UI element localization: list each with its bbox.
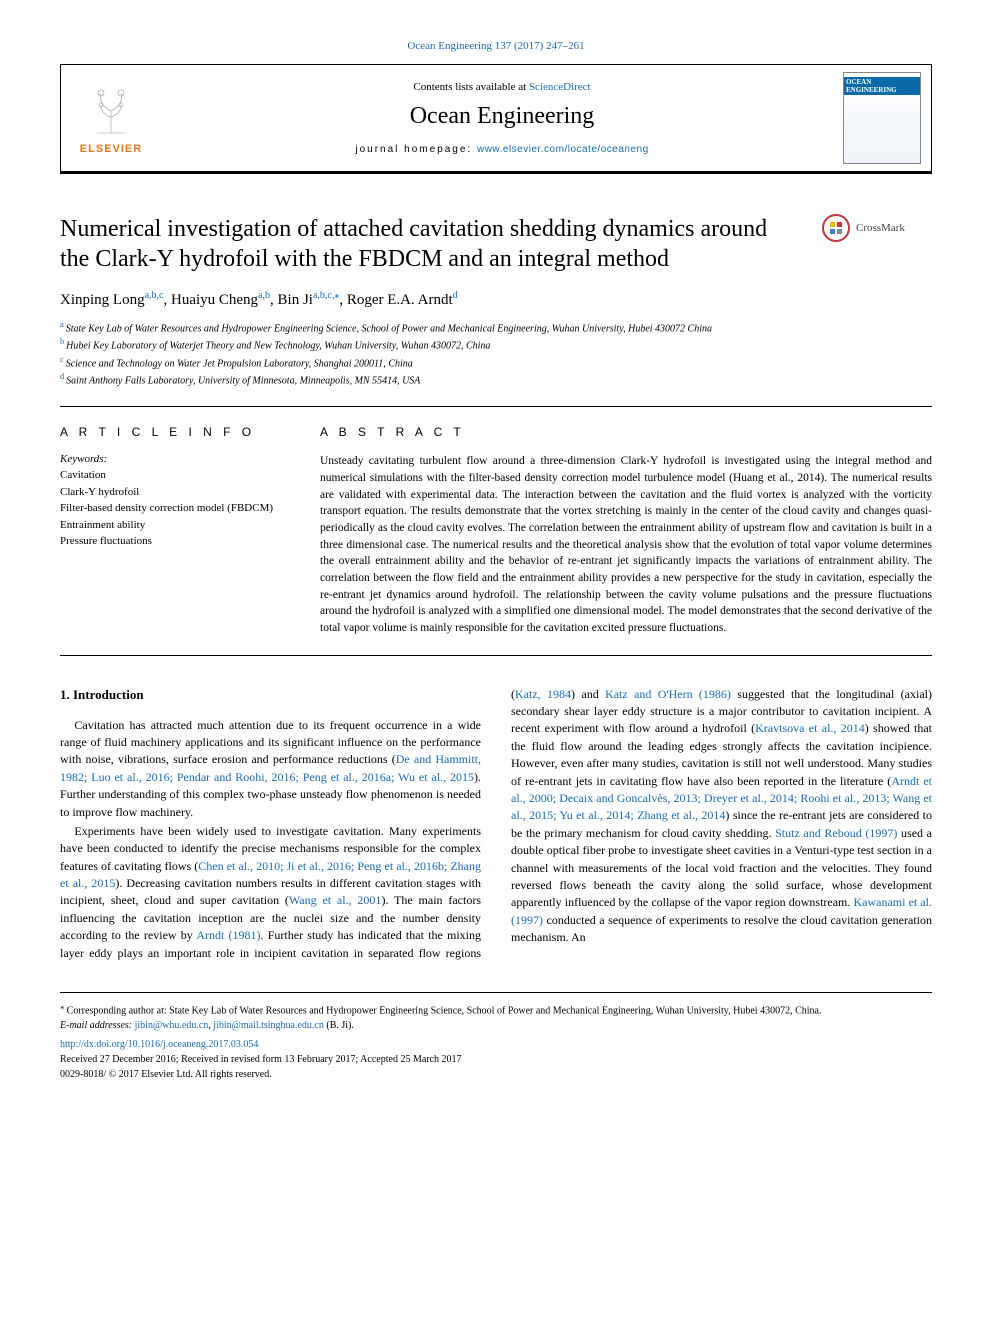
citation-link[interactable]: Katz and O'Hern (1986) (605, 687, 731, 701)
running-head: Ocean Engineering 137 (2017) 247–261 (60, 40, 932, 52)
homepage-label: journal homepage: (355, 144, 477, 155)
keyword: Clark-Y hydrofoil (60, 484, 280, 501)
author-3-affil: a,b,c,⁎ (313, 290, 339, 301)
body-text-span: ) and (571, 687, 605, 701)
copyright-line: 0029-8018/ © 2017 Elsevier Ltd. All righ… (60, 1067, 932, 1082)
affiliation-d: dSaint Anthony Falls Laboratory, Univers… (60, 371, 932, 388)
author-2-affil: a,b (258, 290, 270, 301)
keyword: Pressure fluctuations (60, 533, 280, 550)
sciencedirect-link[interactable]: ScienceDirect (529, 81, 591, 93)
corr-text: Corresponding author at: State Key Lab o… (64, 1005, 821, 1016)
article-title: Numerical investigation of attached cavi… (60, 214, 802, 274)
affil-sup: b (60, 337, 64, 346)
journal-homepage: journal homepage: www.elsevier.com/locat… (161, 144, 843, 155)
author-4-affil: d (453, 290, 458, 301)
journal-header: ELSEVIER Contents lists available at Sci… (60, 64, 932, 174)
article-info-column: A R T I C L E I N F O Keywords: Cavitati… (60, 407, 280, 636)
elsevier-tree-icon (81, 81, 141, 141)
corresponding-author-note: ⁎ Corresponding author at: State Key Lab… (60, 1001, 932, 1018)
affil-text: Saint Anthony Falls Laboratory, Universi… (66, 375, 420, 386)
affil-text: Science and Technology on Water Jet Prop… (66, 358, 413, 369)
keywords-label: Keywords: (60, 453, 280, 465)
journal-cover-thumbnail: OCEAN ENGINEERING (843, 72, 921, 164)
article-info-heading: A R T I C L E I N F O (60, 425, 280, 439)
authors-line: Xinping Longa,b,c, Huaiyu Chenga,b, Bin … (60, 290, 932, 309)
crossmark-widget[interactable]: CrossMark (822, 214, 932, 242)
affil-sup: c (60, 355, 64, 364)
article-history: Received 27 December 2016; Received in r… (60, 1052, 932, 1067)
affiliation-b: bHubei Key Laboratory of Waterjet Theory… (60, 336, 932, 353)
affil-text: Hubei Key Laboratory of Waterjet Theory … (66, 341, 490, 352)
citation-link[interactable]: Wang et al., 2001 (289, 893, 382, 907)
abstract-heading: A B S T R A C T (320, 425, 932, 439)
crossmark-label: CrossMark (856, 222, 905, 234)
email-suffix: (B. Ji). (324, 1020, 354, 1031)
contents-prefix: Contents lists available at (413, 81, 528, 93)
publisher-logo: ELSEVIER (61, 65, 161, 171)
contents-available: Contents lists available at ScienceDirec… (161, 81, 843, 93)
affil-text: State Key Lab of Water Resources and Hyd… (66, 323, 712, 334)
author-3: , Bin Ji (270, 292, 313, 308)
footer: ⁎ Corresponding author at: State Key Lab… (60, 992, 932, 1082)
author-1: Xinping Long (60, 292, 145, 308)
keyword: Filter-based density correction model (F… (60, 500, 280, 517)
body-text: 1. Introduction Cavitation has attracted… (60, 686, 932, 962)
abstract-text: Unsteady cavitating turbulent flow aroun… (320, 453, 932, 636)
email-link-1[interactable]: jibin@whu.edu.cn (135, 1020, 209, 1031)
body-text-span: conducted a sequence of experiments to r… (511, 913, 932, 944)
doi-link[interactable]: http://dx.doi.org/10.1016/j.oceaneng.201… (60, 1037, 932, 1052)
email-line: E-mail addresses: jibin@whu.edu.cn, jibi… (60, 1018, 932, 1033)
affil-sup: d (60, 372, 64, 381)
affil-sup: a (60, 320, 64, 329)
keyword: Entrainment ability (60, 517, 280, 534)
author-2: , Huaiyu Cheng (163, 292, 258, 308)
author-1-affil: a,b,c (145, 290, 164, 301)
abstract-column: A B S T R A C T Unsteady cavitating turb… (320, 407, 932, 636)
paragraph-1: Cavitation has attracted much attention … (60, 717, 481, 821)
affiliations: aState Key Lab of Water Resources and Hy… (60, 319, 932, 388)
homepage-url[interactable]: www.elsevier.com/locate/oceaneng (477, 144, 649, 155)
citation-link[interactable]: Katz, 1984 (515, 687, 571, 701)
author-4: , Roger E.A. Arndt (339, 292, 452, 308)
journal-title: Ocean Engineering (161, 103, 843, 130)
section-heading-1: 1. Introduction (60, 686, 481, 705)
citation-link[interactable]: Stutz and Reboud (1997) (775, 826, 897, 840)
cover-label: OCEAN ENGINEERING (844, 77, 920, 95)
email-link-2[interactable]: jibin@mail.tsinghua.edu.cn (213, 1020, 324, 1031)
crossmark-icon (822, 214, 850, 242)
affiliation-c: cScience and Technology on Water Jet Pro… (60, 354, 932, 371)
citation-link[interactable]: Ocean Engineering 137 (2017) 247–261 (407, 40, 584, 52)
keyword: Cavitation (60, 467, 280, 484)
citation-link[interactable]: Arndt (1981) (196, 928, 260, 942)
affiliation-a: aState Key Lab of Water Resources and Hy… (60, 319, 932, 336)
publisher-name: ELSEVIER (80, 143, 142, 155)
citation-link[interactable]: Kravtsova et al., 2014 (755, 721, 865, 735)
keywords-list: Cavitation Clark-Y hydrofoil Filter-base… (60, 467, 280, 550)
email-label: E-mail addresses: (60, 1020, 135, 1031)
